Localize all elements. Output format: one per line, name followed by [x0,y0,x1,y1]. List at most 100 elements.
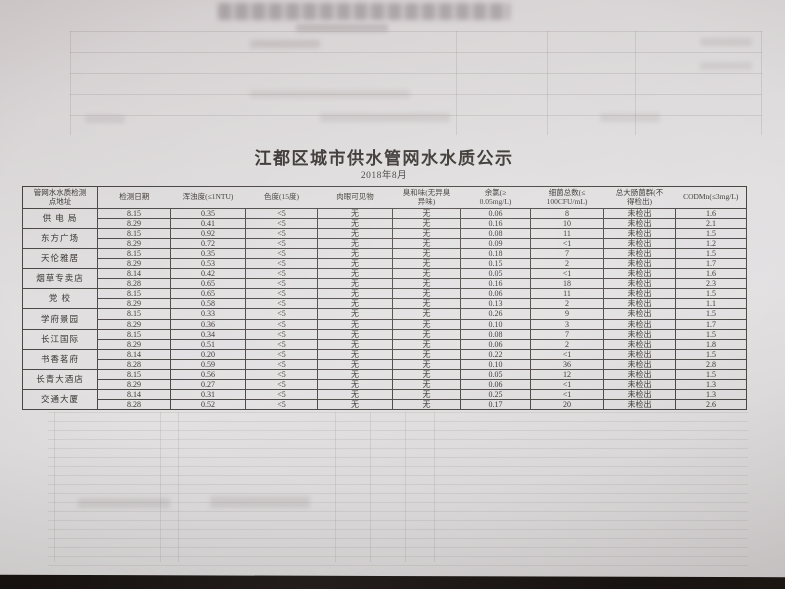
table-row: 学府景园 8.15 0.33 <5 无无 0.26 9 未检出 1.5 [22,308,747,330]
data-cell: 无 [392,258,461,270]
data-cell: 8.15 [97,248,171,260]
data-cell: 无 [392,218,461,230]
data-cell: 无 [392,298,461,310]
location-name-cell: 烟草专卖店 [22,268,98,290]
data-cell: 12 [530,368,604,380]
table-row: 8.28 0.52 <5 无无 0.17 20 未检出 2.6 [23,398,747,410]
data-cell: 0.20 [170,348,246,360]
column-header: CODMn(≤3mg/L) [675,186,747,209]
data-cell: <5 [245,348,318,360]
data-cell: 无 [392,238,461,250]
data-cell: 0.56 [170,368,246,380]
data-cell: 未检出 [603,358,676,370]
data-cell: 8.29 [97,298,171,310]
data-cell: 无 [317,288,393,300]
data-cell: 0.72 [170,238,246,250]
data-cell: 无 [392,268,461,280]
data-cell: 8.29 [97,378,171,390]
data-cell: 8.15 [97,228,171,240]
bleedthrough-line [54,412,55,562]
data-cell: 2.6 [675,398,747,410]
bleedthrough-smudge [85,115,125,123]
column-header: 余氯(≥ 0.05mg/L) [460,186,531,209]
bleedthrough-smudge [700,62,752,70]
column-header: 检测日期 [97,186,171,209]
table-row: 交通大厦 8.14 0.31 <5 无无 0.25 <1 未检出 1.3 [22,388,747,410]
data-cell: <5 [245,278,318,290]
data-cell: 0.51 [170,338,246,350]
data-cell: 无 [317,368,393,380]
table-row: 烟草专卖店 8.14 0.42 <5 无无 0.05 <1 未检出 1.6 [22,268,747,290]
data-cell: 无 [317,398,393,410]
data-cell: <5 [245,358,318,370]
data-cell: 0.41 [170,218,246,230]
data-cell: <5 [245,228,318,240]
table-row: 8.28 0.65 <5 无无 0.16 18 未检出 2.3 [23,278,747,290]
data-cell: 无 [317,298,393,310]
data-cell: <5 [245,388,318,400]
bleedthrough-line [335,412,336,562]
column-header: 臭和味(无异臭 异味) [392,186,461,209]
data-cell: 1.6 [675,207,747,220]
bleedthrough-smudge [250,90,410,98]
data-cell: 无 [317,207,393,220]
data-cell: 未检出 [603,258,676,270]
table-row: 8.29 0.72 <5 无无 0.09 <1 未检出 1.2 [23,238,747,250]
data-cell: <5 [245,238,318,250]
data-cell: 1.5 [675,308,747,320]
data-cell: 未检出 [603,238,676,250]
data-cell: <5 [245,368,318,380]
data-cell: 0.09 [460,238,531,250]
table-row: 8.29 0.41 <5 无无 0.16 10 未检出 2.1 [23,218,747,230]
data-cell: <5 [245,308,318,320]
column-header: 肉眼可见物 [317,186,393,209]
data-cell: 0.06 [460,207,531,220]
data-cell: 8 [530,207,604,220]
data-cell: 0.15 [460,258,531,270]
table-row: 8.29 0.51 <5 无无 0.06 2 未检出 1.8 [23,338,747,350]
data-cell: 2 [530,338,604,350]
data-cell: 无 [392,368,461,380]
data-cell: <1 [530,268,604,280]
data-cell: <5 [245,288,318,300]
data-cell: 8.28 [97,398,171,410]
column-header: 总大肠菌群(不 得检出) [603,186,676,209]
data-cell: 0.13 [460,298,531,310]
data-cell: 无 [392,228,461,240]
data-cell: 10 [530,218,604,230]
data-cell: 无 [317,308,393,320]
data-cell: 0.53 [170,258,246,270]
data-cell: 2 [530,298,604,310]
column-header: 色度(15度) [245,186,318,209]
data-cell: 9 [530,308,604,320]
data-cell: 无 [392,328,461,340]
data-cell: 无 [317,228,393,240]
data-cell: 未检出 [603,218,676,230]
table-row: 党 校 8.15 0.65 <5 无无 0.06 11 未检出 1.5 [22,288,747,310]
data-cell: 8.28 [97,358,171,370]
data-cell: 未检出 [603,298,676,310]
data-cell: 无 [317,388,393,400]
bleedthrough-line [456,31,457,135]
table-row: 书香茗府 8.14 0.20 <5 无无 0.22 <1 未检出 1.5 [22,348,747,370]
data-cell: <1 [530,348,604,360]
data-cell: 3 [530,318,604,330]
data-cell: <5 [245,218,318,230]
location-name-cell: 东方广场 [22,228,98,250]
table-body: 供 电 局 8.15 0.35 <5 无无 0.06 8 未检出 1.6 8.29 0.41 <5 无无… [22,207,747,410]
location-name-cell: 学府景园 [22,308,98,330]
data-cell: 未检出 [603,368,676,380]
location-name-cell: 交通大厦 [22,388,98,410]
data-cell: 无 [317,358,393,370]
bleedthrough-smudge [78,498,170,508]
data-cell: 无 [392,308,461,320]
table-row: 供 电 局 8.15 0.35 <5 无无 0.06 8 未检出 1.6 [22,207,747,230]
data-cell: 无 [317,348,393,360]
data-cell: 0.10 [460,318,531,330]
data-cell: 11 [530,228,604,240]
data-cell: 8.29 [97,318,171,330]
data-cell: 8.15 [97,368,171,380]
bleedthrough-smudge [320,113,450,122]
data-cell: 2.1 [675,218,747,230]
data-cell: 1.5 [675,288,747,300]
